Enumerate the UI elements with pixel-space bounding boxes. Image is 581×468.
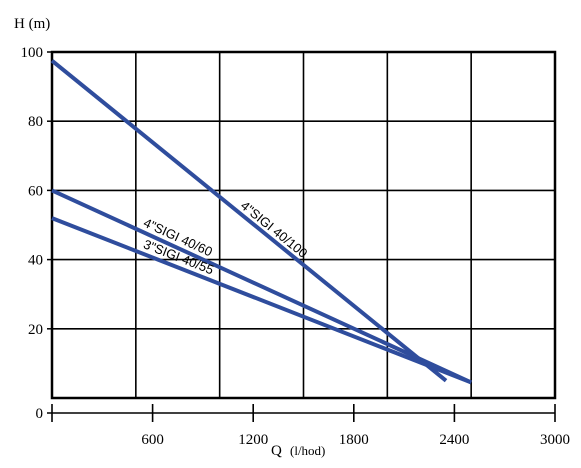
y-axis-label: H (m) [14, 16, 50, 32]
series-line [50, 59, 448, 383]
series-lines [50, 59, 472, 385]
x-axis: 600 1200 1800 2400 3000 [51, 404, 570, 448]
y-tick-label: 60 [28, 183, 43, 199]
x-axis-label: Q [271, 443, 282, 459]
x-tick-label: 2400 [439, 432, 469, 448]
y-tick-label: 20 [28, 322, 43, 338]
y-tick-label: 80 [28, 114, 43, 130]
x-tick-label: 1800 [339, 432, 369, 448]
grid [52, 52, 555, 398]
plot-frame [50, 50, 557, 400]
x-tick-label: 600 [141, 432, 164, 448]
x-tick-label: 1200 [238, 432, 268, 448]
series-label: 4"SIGI 40/100 [238, 198, 311, 261]
x-axis-unit: (l/hod) [290, 443, 325, 458]
series-line [51, 188, 472, 385]
y-axis: 100 80 60 40 20 0 [21, 45, 52, 422]
series-line [51, 216, 472, 385]
y-tick-label: 40 [28, 253, 43, 269]
x-tick-label: 3000 [540, 432, 570, 448]
y-tick-label: 100 [21, 45, 44, 61]
y-tick-label: 0 [36, 406, 44, 422]
